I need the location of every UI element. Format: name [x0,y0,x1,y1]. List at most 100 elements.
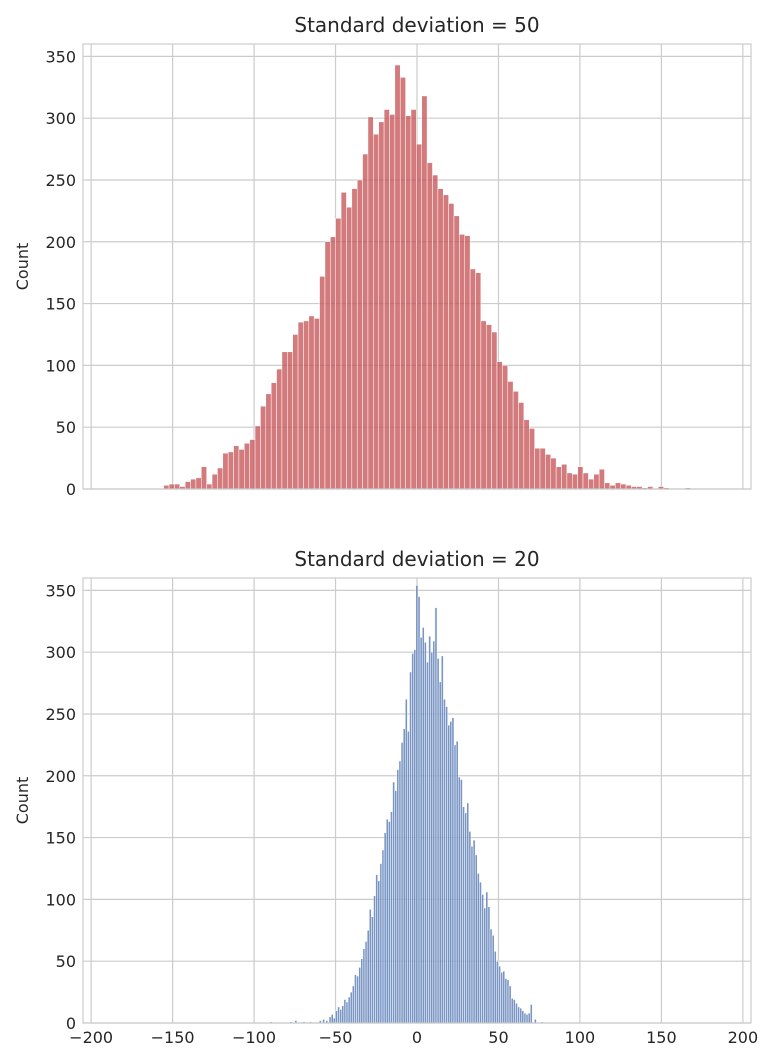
histogram-bar [464,812,467,1024]
chart-panel-2: 0 50 100 150 200 250 300 350 −200 −150 −100 −50 0 50 1… [13,547,758,1047]
chart-panel-1: 0 50 100 150 200 250 300 350 Standard deviation … [13,13,752,499]
histogram-bar [512,391,519,490]
histogram-bar [356,975,359,1024]
histogram-bar [405,698,408,1024]
histogram-bar [441,655,444,1024]
histogram-bar [598,468,605,490]
histogram-bar [588,478,595,490]
histogram-bar [195,477,202,490]
histogram-bar [373,895,376,1024]
histogram-bar [281,351,288,490]
histogram-bar [419,637,423,1024]
histogram-bar [432,640,436,1024]
histogram-bar [485,324,492,490]
histogram-bar [487,906,491,1024]
histogram-bar [407,731,410,1024]
histogram-bar [506,979,510,1024]
y-tick-label: 350 [45,581,76,600]
y-tick-label: 150 [45,295,76,314]
histogram-bar [437,188,444,490]
histogram-bar [375,874,378,1024]
histogram-bar [345,1001,349,1024]
histogram-bar [485,891,489,1024]
histogram-bar [392,781,395,1024]
histogram-bar [211,473,218,490]
histogram-bar [507,381,514,490]
histogram-bar [449,721,453,1024]
histogram-bar [453,744,457,1024]
histogram-bar [436,658,440,1024]
histogram-bar [335,218,342,490]
histogram-bar [381,849,385,1024]
histogram-bar [369,909,372,1024]
histogram-bar [502,970,506,1024]
histogram-bar [539,447,546,490]
histogram-bar [233,445,240,490]
x-tick-label: −50 [319,1028,353,1047]
axes-frame [82,577,752,1024]
histogram-bar [358,967,362,1024]
histogram-bar [362,948,366,1024]
histogram-bar [466,802,470,1024]
histogram-bar [445,706,448,1024]
histogram-bar [377,880,381,1024]
histogram-bar [415,585,419,1024]
histogram-bar [523,419,530,490]
histogram-bar [460,779,463,1024]
y-tick-label: 0 [66,480,76,499]
histogram-bar [367,116,374,490]
histogram-bar [457,776,461,1024]
x-tick-label: −150 [151,1028,195,1047]
histogram-bar [517,1006,520,1024]
histogram-bar [489,928,493,1024]
y-tick-label: 300 [45,643,76,662]
histogram-bar [308,315,315,490]
histogram-bar [413,649,417,1024]
histogram-bar [409,671,412,1024]
histogram-bar [378,121,385,490]
histogram-bar [508,985,512,1024]
histogram-bar [356,179,363,490]
histogram-bar [480,320,487,490]
histogram-bar [434,607,438,1024]
histogram-bar [518,402,525,490]
histogram-bar [373,133,379,490]
histogram-bar [529,1004,533,1024]
histogram-bar [217,467,224,490]
histogram-bar [333,1017,336,1024]
histogram-bar [470,845,474,1024]
histogram-bar [341,1005,345,1024]
histogram-bar [265,393,272,490]
histogram-bar [577,466,584,490]
histogram-bar [303,320,310,490]
histogram-bar [330,236,336,490]
histogram-bar [313,318,320,490]
x-tick-label: 50 [488,1028,508,1047]
histogram-bar [529,428,535,490]
histogram-bar [455,740,459,1024]
histogram-bar [479,881,482,1024]
y-tick-label: 100 [45,356,76,375]
histogram-bar [400,742,404,1024]
histogram-bar [168,483,175,490]
histogram-bar [519,1007,523,1024]
histogram-bar [462,806,465,1024]
histogram-bar [620,483,627,490]
histogram-bar [500,972,503,1024]
histogram-bar [346,206,353,490]
histogram-bar [411,653,414,1024]
histogram-bar [447,724,450,1024]
histogram-bar [451,717,455,1024]
y-tick-label: 200 [45,233,76,252]
histogram-bar [405,115,412,490]
histogram-bar [615,482,621,490]
histogram-bar [475,272,482,490]
histogram-bar [287,351,293,490]
y-tick-label: 0 [66,1014,76,1033]
histogram-bar [534,447,541,490]
histogram-bar [402,728,406,1024]
histogram-bar [337,1006,340,1024]
x-tick-label: −100 [232,1028,276,1047]
histogram-bar [328,1016,332,1024]
histogram-bar [349,991,353,1024]
